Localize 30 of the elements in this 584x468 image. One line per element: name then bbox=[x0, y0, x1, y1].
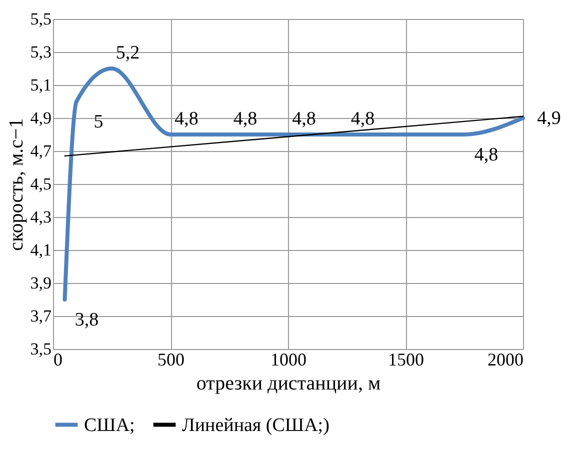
y-tick-label: 5,5 bbox=[30, 10, 52, 28]
y-axis-title: скорость, м.с−1 bbox=[5, 118, 28, 251]
x-tick-label: 500 bbox=[158, 350, 184, 370]
data-label: 4,8 bbox=[233, 108, 258, 130]
x-tick-label: 1000 bbox=[270, 350, 306, 370]
data-label: 5 bbox=[94, 112, 104, 132]
y-tick-label: 3,7 bbox=[30, 306, 52, 326]
x-tick-label: 2000 bbox=[488, 350, 524, 370]
y-tick-label: 3,9 bbox=[30, 274, 52, 292]
data-label: 5,2 bbox=[116, 42, 140, 64]
data-label: 4,8 bbox=[174, 108, 198, 130]
y-tick-label: 3,5 bbox=[30, 340, 52, 358]
y-tick-label: 4,9 bbox=[30, 108, 52, 128]
legend-label: США; bbox=[84, 414, 135, 436]
legend-label: Линейная (США;) bbox=[182, 414, 330, 436]
y-tick-label: 4,1 bbox=[30, 240, 52, 260]
y-tick-label: 4,5 bbox=[30, 174, 52, 194]
data-label: 3,8 bbox=[74, 310, 99, 330]
y-tick-label: 4,7 bbox=[30, 142, 52, 160]
y-tick-label: 5,1 bbox=[30, 76, 52, 94]
x-tick-label: 0 bbox=[54, 350, 62, 370]
y-tick-label: 5,3 bbox=[30, 42, 52, 62]
data-label: 4,8 bbox=[292, 108, 316, 130]
data-label: 4,8 bbox=[350, 108, 375, 130]
y-tick-label: 4,3 bbox=[30, 208, 52, 226]
x-axis-title: отрезки дистанции, м bbox=[196, 372, 381, 394]
x-tick-label: 1500 bbox=[388, 350, 424, 370]
line-series bbox=[62, 66, 525, 302]
data-label: 4,9 bbox=[537, 108, 561, 129]
data-label: 4,8 bbox=[474, 144, 498, 166]
